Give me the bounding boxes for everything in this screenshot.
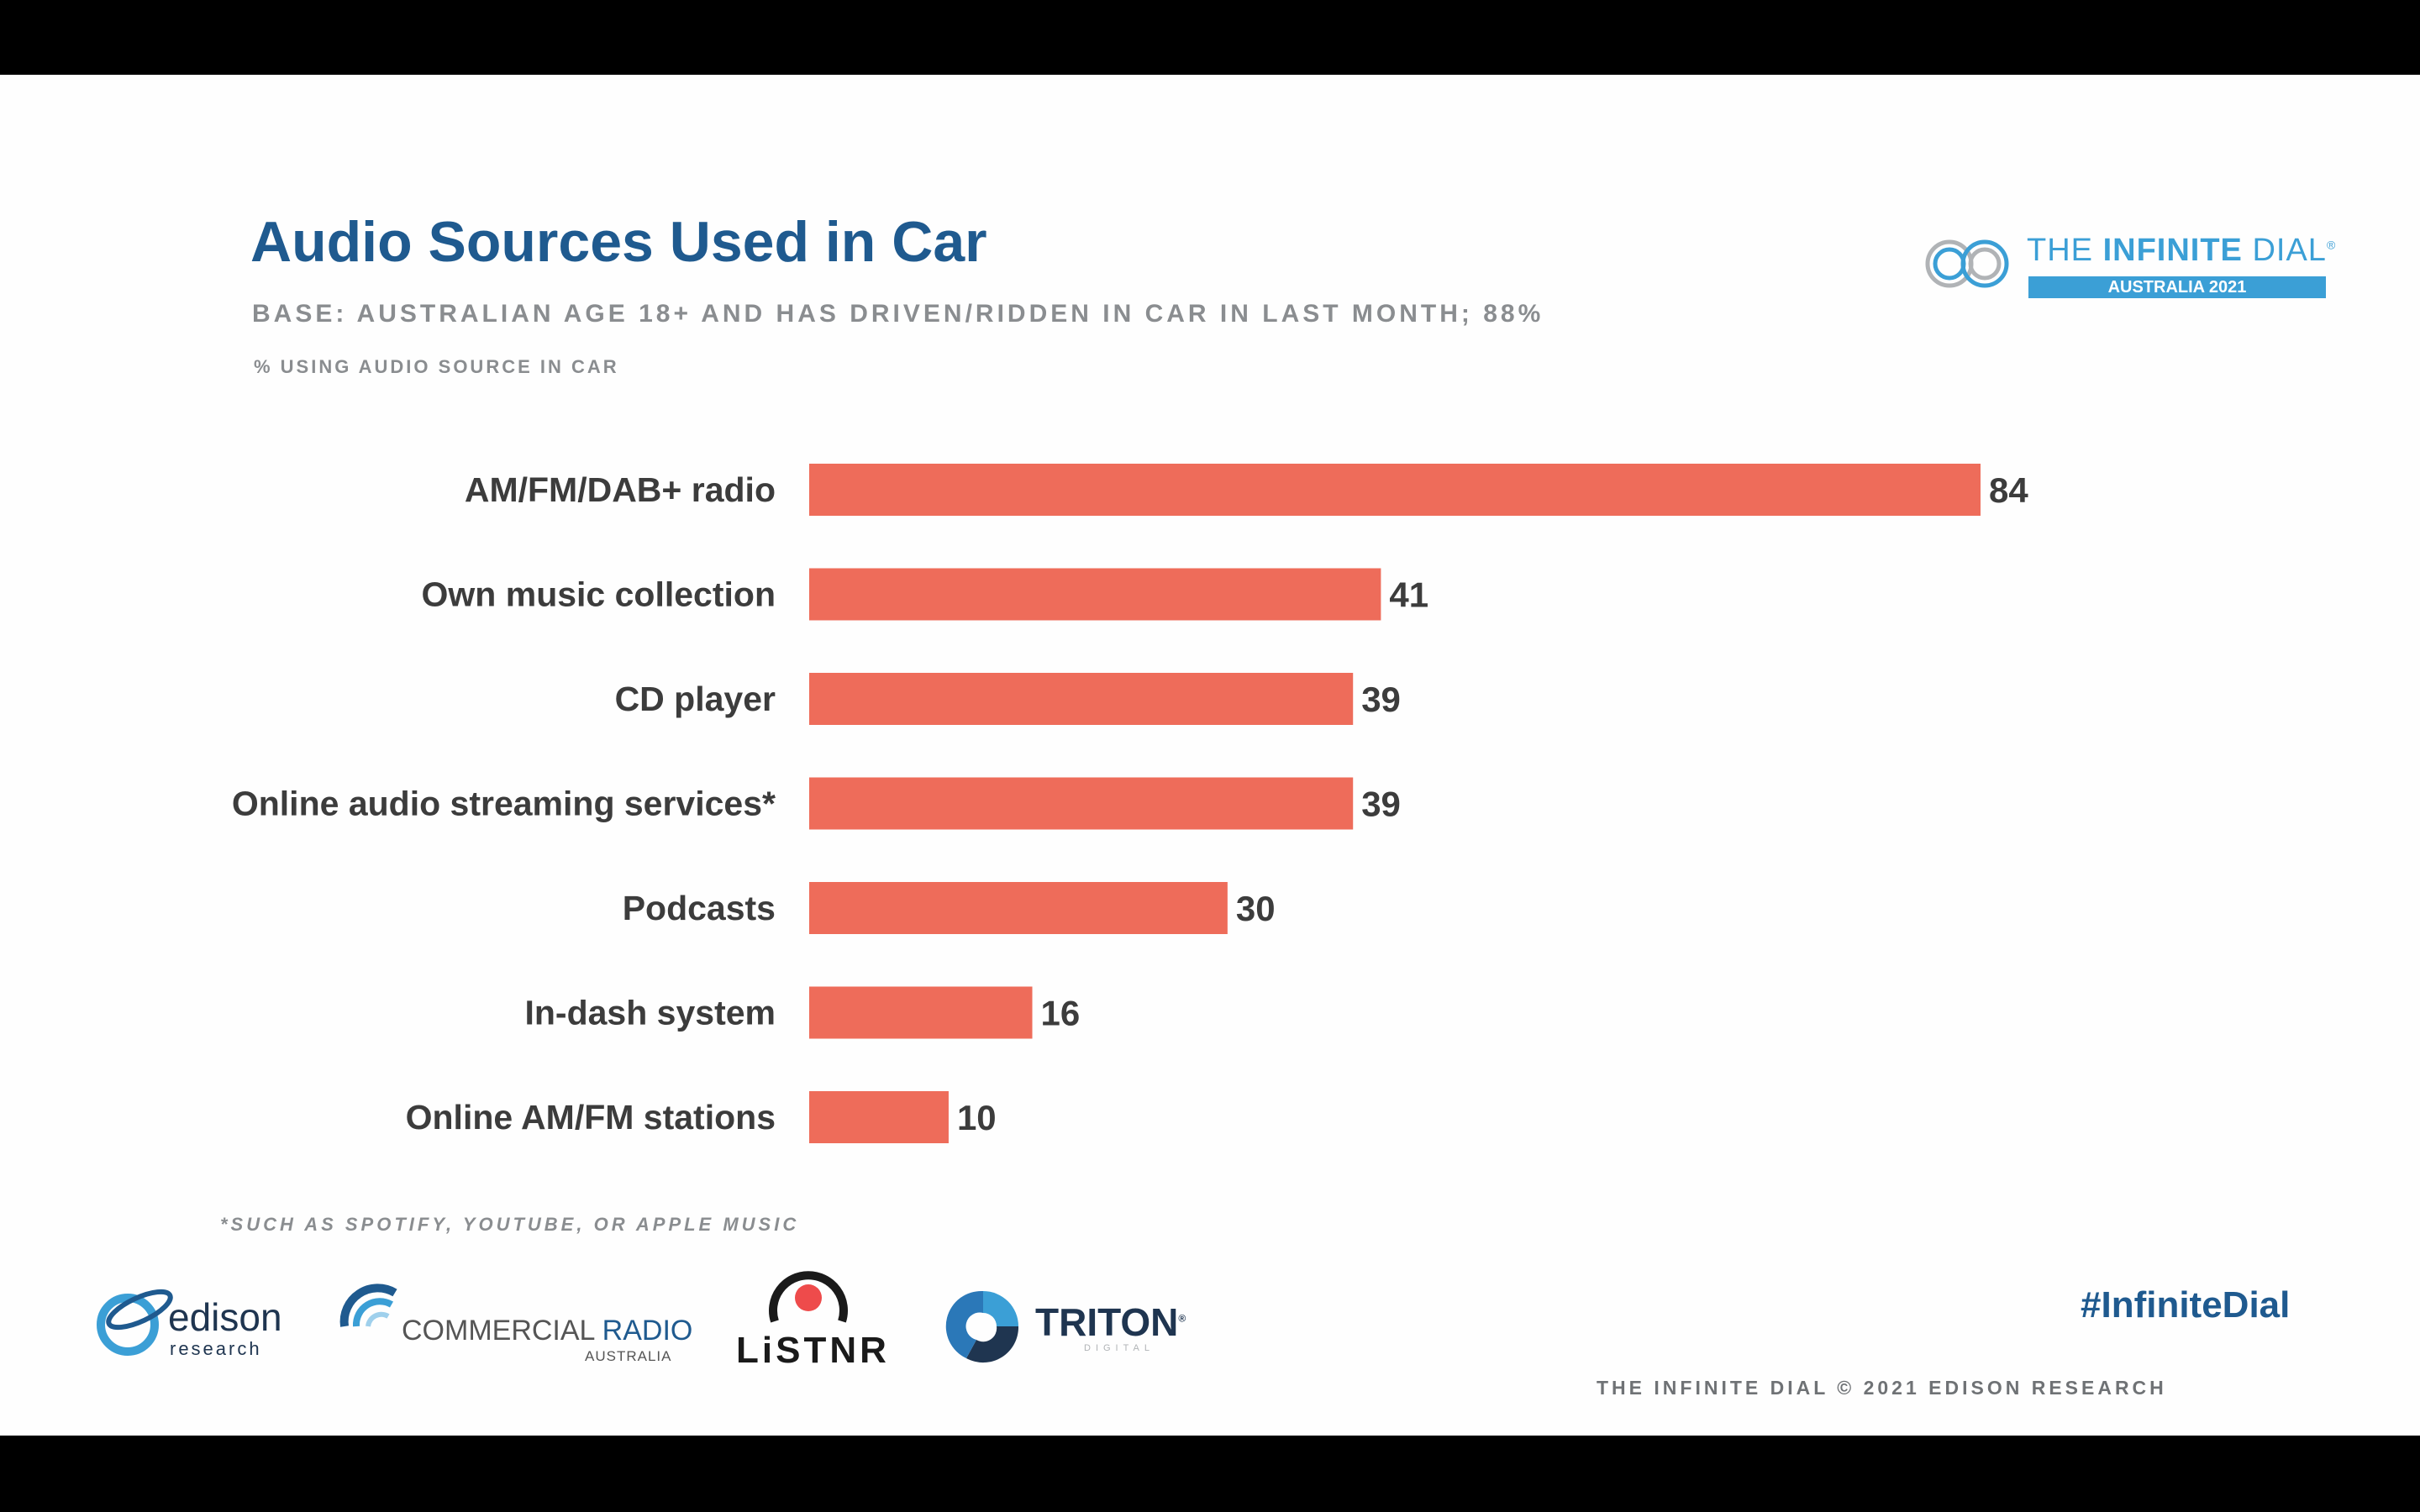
- radio-wave-icon: [339, 1284, 397, 1327]
- value-label: 30: [1236, 889, 1276, 928]
- letterbox-bottom: [0, 1436, 2420, 1512]
- commercial-radio-australia-logo: COMMERCIAL RADIO AUSTRALIA: [336, 1276, 692, 1368]
- bar: [809, 777, 1354, 830]
- edison-research-logo: edison research: [87, 1276, 297, 1368]
- bar: [809, 1091, 949, 1143]
- category-label: In-dash system: [525, 994, 776, 1032]
- bar: [809, 986, 1033, 1039]
- category-label: Online audio streaming services*: [232, 785, 776, 823]
- category-label: Podcasts: [623, 889, 776, 927]
- copyright: THE INFINITE DIAL © 2021 EDISON RESEARCH: [1597, 1377, 2167, 1399]
- value-label: 41: [1389, 575, 1428, 615]
- infinite-dial-logo: THE INFINITE DIAL® AUSTRALIA 2021: [1924, 159, 2335, 302]
- listnr-logo: LiSTNR: [734, 1254, 886, 1372]
- category-label: Online AM/FM stations: [406, 1098, 776, 1137]
- slide: Audio Sources Used in Car BASE: AUSTRALI…: [0, 75, 2420, 1436]
- bar: [809, 882, 1228, 934]
- bar: [809, 673, 1354, 725]
- hashtag[interactable]: #InfiniteDial: [2081, 1284, 2291, 1326]
- value-label: 10: [957, 1098, 997, 1137]
- category-label: AM/FM/DAB+ radio: [465, 470, 776, 509]
- letterbox-top: [0, 0, 2420, 75]
- value-label: 39: [1361, 680, 1401, 719]
- value-label: 16: [1041, 994, 1081, 1033]
- bar-chart: AM/FM/DAB+ radio 84 Own music collection 41…: [232, 464, 2028, 1143]
- triton-icon: [945, 1290, 1019, 1363]
- measure-label: % USING AUDIO SOURCE IN CAR: [254, 356, 619, 377]
- brand-tagline: AUSTRALIA 2021: [2028, 276, 2326, 298]
- listnr-icon: [769, 1271, 848, 1323]
- category-label: Own music collection: [422, 575, 776, 614]
- triton-digital-logo: TRITON® DIGITAL: [941, 1284, 1186, 1377]
- bar: [809, 568, 1381, 621]
- page-title: Audio Sources Used in Car: [250, 210, 987, 274]
- value-label: 84: [1989, 470, 2028, 510]
- infinity-rings-icon: [1925, 239, 2009, 288]
- edison-swirl-icon: [97, 1289, 173, 1356]
- bar: [809, 464, 1981, 516]
- base-description: BASE: AUSTRALIAN AGE 18+ AND HAS DRIVEN/…: [252, 300, 1544, 328]
- value-label: 39: [1361, 785, 1401, 824]
- category-label: CD player: [615, 680, 776, 718]
- brand-name: THE INFINITE DIAL®: [2027, 233, 2337, 268]
- footnote: *SUCH AS SPOTIFY, YOUTUBE, OR APPLE MUSI…: [220, 1214, 800, 1235]
